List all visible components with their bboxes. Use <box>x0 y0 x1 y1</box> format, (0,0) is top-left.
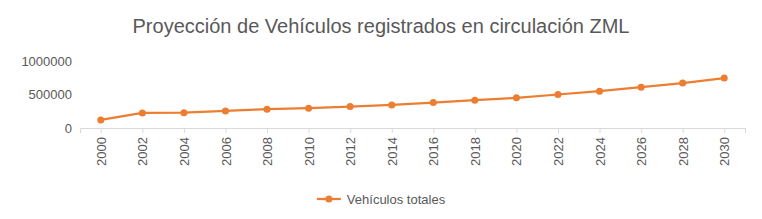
chart: Proyección de Vehículos registrados en c… <box>0 0 762 219</box>
x-tick-label: 2026 <box>634 137 649 166</box>
series-marker <box>139 109 146 116</box>
x-tick-mark <box>558 128 559 133</box>
x-tick-label: 2016 <box>426 137 441 166</box>
x-tick: 2002 <box>135 128 150 166</box>
x-tick: 2014 <box>385 128 400 166</box>
legend-item: Vehículos totales <box>317 192 446 207</box>
chart-title: Proyección de Vehículos registrados en c… <box>133 15 630 37</box>
series-marker <box>721 75 728 82</box>
x-tick: 2008 <box>260 128 275 166</box>
x-tick-mark <box>600 128 601 133</box>
x-tick-label: 2018 <box>468 137 483 166</box>
x-tick-mark <box>225 128 226 133</box>
x-tick: 2006 <box>219 128 234 166</box>
y-tick: 1000000 <box>21 54 80 69</box>
series-marker <box>347 103 354 110</box>
series-marker <box>554 91 561 98</box>
x-tick: 2018 <box>468 128 483 166</box>
series-marker <box>596 88 603 95</box>
x-tick-label: 2010 <box>302 137 317 166</box>
x-tick-mark <box>184 128 185 133</box>
x-tick-mark <box>350 128 351 133</box>
series-marker <box>264 106 271 113</box>
x-tick-mark <box>433 128 434 133</box>
x-tick-label: 2024 <box>593 137 608 166</box>
x-tick: 2020 <box>509 128 524 166</box>
y-axis-line <box>80 62 81 129</box>
x-tick-mark <box>392 128 393 133</box>
x-axis-line <box>81 129 746 134</box>
x-tick-mark <box>683 128 684 133</box>
x-tick-mark <box>101 128 102 133</box>
x-tick-mark <box>724 128 725 133</box>
x-tick-mark <box>309 128 310 133</box>
series-marker <box>180 109 187 116</box>
series-marker <box>222 107 229 114</box>
plot-area: 0500000100000020002002200420062008201020… <box>21 54 745 166</box>
x-tick-label: 2002 <box>135 137 150 166</box>
x-tick: 2026 <box>634 128 649 166</box>
series-line <box>101 78 724 120</box>
x-tick-label: 2012 <box>343 137 358 166</box>
x-axis: 2000 2002 2004 2006 2008 2010 2012 2014 2016 2018… <box>81 128 746 166</box>
x-tick-mark <box>641 128 642 133</box>
x-tick: 2022 <box>551 128 566 166</box>
x-tick-label: 2020 <box>509 137 524 166</box>
x-tick-label: 2030 <box>717 137 732 166</box>
x-tick-label: 2022 <box>551 137 566 166</box>
y-tick-label: 0 <box>65 121 72 136</box>
y-tick: 0 <box>65 121 80 136</box>
y-tick-label: 1000000 <box>21 54 72 69</box>
series-marker <box>513 94 520 101</box>
x-tick-mark <box>475 128 476 133</box>
x-tick-label: 2028 <box>676 137 691 166</box>
x-tick: 2012 <box>343 128 358 166</box>
y-tick-label: 500000 <box>29 87 72 102</box>
x-tick: 2010 <box>302 128 317 166</box>
x-tick: 2030 <box>717 128 732 166</box>
series-marker <box>97 116 104 123</box>
series-marker <box>305 105 312 112</box>
legend-marker <box>325 196 332 203</box>
x-tick-mark <box>142 128 143 133</box>
series-marker <box>638 84 645 91</box>
y-axis: 0 500000 1000000 <box>21 54 80 136</box>
series-marker <box>430 99 437 106</box>
x-tick-label: 2008 <box>260 137 275 166</box>
x-tick-mark <box>516 128 517 133</box>
x-tick-label: 2004 <box>177 137 192 166</box>
x-tick-label: 2006 <box>219 137 234 166</box>
x-tick: 2004 <box>177 128 192 166</box>
x-tick: 2000 <box>94 128 109 166</box>
y-tick: 500000 <box>29 87 80 102</box>
series-group <box>97 75 727 124</box>
x-tick: 2016 <box>426 128 441 166</box>
legend: Vehículos totales <box>317 192 446 207</box>
series-marker <box>679 80 686 87</box>
x-tick: 2024 <box>593 128 608 166</box>
x-tick-mark <box>267 128 268 133</box>
x-tick-label: 2000 <box>94 137 109 166</box>
series-marker <box>471 97 478 104</box>
x-tick: 2028 <box>676 128 691 166</box>
x-tick-label: 2014 <box>385 137 400 166</box>
series-marker <box>388 101 395 108</box>
legend-label: Vehículos totales <box>347 192 446 207</box>
